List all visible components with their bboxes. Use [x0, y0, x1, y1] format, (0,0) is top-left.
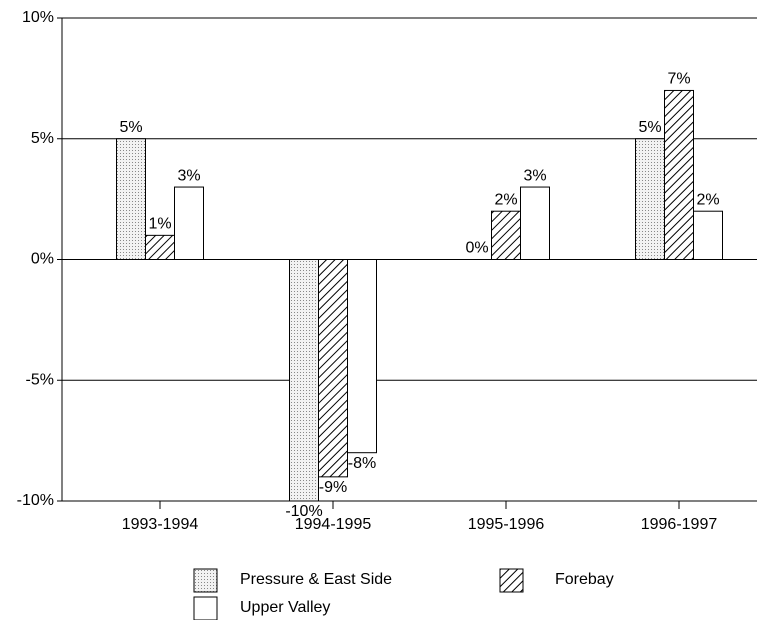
y-tick-label: 10% — [22, 9, 54, 26]
legend-label: Forebay — [555, 571, 614, 588]
value-label: 3% — [523, 167, 546, 184]
bar — [491, 210, 521, 260]
x-tick-label: 1993-1994 — [122, 516, 199, 533]
value-label: 3% — [177, 167, 200, 184]
bar — [318, 259, 348, 478]
y-tick-label: -5% — [26, 371, 54, 388]
y-tick-label: 5% — [31, 130, 54, 147]
legend-swatch — [193, 596, 218, 621]
value-label: -8% — [348, 455, 376, 472]
value-label: -10% — [285, 503, 322, 520]
x-tick-label: 1994-1995 — [295, 516, 372, 533]
x-tick-label: 1995-1996 — [468, 516, 545, 533]
value-label: 2% — [696, 191, 719, 208]
value-label: 5% — [638, 119, 661, 136]
bar — [289, 259, 319, 502]
bar — [520, 186, 550, 260]
bar — [347, 259, 377, 454]
y-tick-label: 0% — [31, 251, 54, 268]
legend-swatch — [193, 568, 218, 593]
bar — [174, 186, 204, 260]
value-label: 7% — [667, 71, 690, 88]
y-tick-label: -10% — [17, 492, 54, 509]
bar — [664, 89, 694, 260]
bar — [635, 138, 665, 260]
bar — [145, 234, 175, 261]
legend-swatch — [499, 568, 524, 593]
x-tick-label: 1996-1997 — [641, 516, 718, 533]
value-label: 1% — [148, 216, 171, 233]
legend-label: Pressure & East Side — [240, 571, 392, 588]
value-label: 5% — [119, 119, 142, 136]
bar — [116, 138, 146, 260]
bar — [693, 210, 723, 260]
value-label: -9% — [319, 479, 347, 496]
legend-label: Upper Valley — [240, 599, 330, 616]
value-label: 0% — [465, 240, 488, 257]
value-label: 2% — [494, 191, 517, 208]
